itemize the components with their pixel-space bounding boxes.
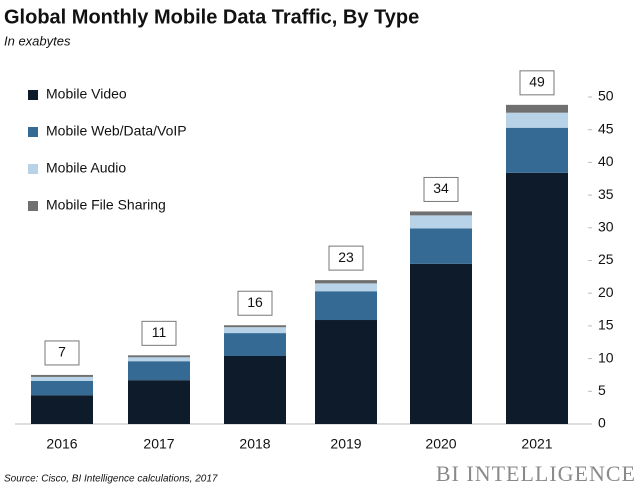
bar-segment: [410, 215, 472, 229]
y-tick-label: 45: [598, 120, 614, 136]
y-tick-label: 10: [598, 349, 614, 365]
bar-segment: [315, 291, 377, 321]
y-tick-label: 5: [598, 382, 606, 398]
legend-label: Mobile Audio: [46, 160, 126, 176]
legend-label: Mobile File Sharing: [46, 197, 166, 213]
bar-segment: [128, 355, 190, 358]
total-box: [519, 70, 555, 96]
bar-segment: [224, 355, 286, 424]
x-tick-label: 2021: [521, 436, 552, 452]
bar-segment: [506, 172, 568, 424]
bar-segment: [410, 211, 472, 216]
bar-segment: [506, 127, 568, 173]
legend-swatch: [28, 201, 38, 211]
total-box: [44, 340, 80, 366]
total-label: 23: [338, 249, 354, 265]
bar-segment: [410, 263, 472, 424]
total-box: [423, 176, 459, 202]
y-tick-label: 35: [598, 186, 614, 202]
x-tick-label: 2016: [46, 436, 77, 452]
source-note: Source: Cisco, BI Intelligence calculati…: [4, 474, 218, 485]
legend-label: Mobile Web/Data/VoIP: [46, 123, 187, 139]
total-label: 49: [529, 74, 545, 90]
total-box: [328, 245, 364, 271]
total-label: 11: [152, 324, 167, 340]
x-tick-label: 2020: [425, 436, 456, 452]
y-tick-label: 40: [598, 153, 614, 169]
bar-segment: [128, 380, 190, 424]
y-tick-label: 20: [598, 284, 614, 300]
y-tick-label: 0: [598, 415, 606, 431]
bar-segment: [224, 333, 286, 356]
bar-segment: [315, 283, 377, 292]
legend-swatch: [28, 127, 38, 137]
bar-segment: [224, 327, 286, 334]
brand-logo: BI INTELLIGENCE: [436, 461, 636, 486]
chart-subtitle: In exabytes: [4, 33, 71, 48]
bar-segment: [224, 325, 286, 328]
y-tick-label: 15: [598, 317, 614, 333]
bar-segment: [31, 380, 93, 396]
total-box: [141, 320, 177, 346]
total-label: 7: [58, 344, 66, 360]
bar-segment: [506, 112, 568, 128]
x-tick-label: 2018: [239, 436, 270, 452]
bar-segment: [410, 228, 472, 264]
legend-swatch: [28, 164, 38, 174]
y-tick-label: 25: [598, 251, 614, 267]
legend-label: Mobile Video: [46, 86, 127, 102]
x-tick-label: 2019: [330, 436, 361, 452]
y-tick-label: 50: [598, 88, 614, 104]
total-label: 34: [433, 180, 449, 196]
total-box: [237, 290, 273, 316]
bar-segment: [31, 376, 93, 381]
x-tick-label: 2017: [143, 436, 174, 452]
bar-segment: [31, 374, 93, 377]
bar-segment: [31, 395, 93, 424]
y-tick-label: 30: [598, 219, 614, 235]
total-label: 16: [247, 294, 263, 310]
bar-segment: [506, 104, 568, 113]
bar-segment: [315, 280, 377, 284]
chart-title: Global Monthly Mobile Data Traffic, By T…: [4, 6, 419, 28]
legend-swatch: [28, 90, 38, 100]
bar-segment: [128, 357, 190, 362]
bar-segment: [128, 361, 190, 381]
bar-segment: [315, 320, 377, 424]
